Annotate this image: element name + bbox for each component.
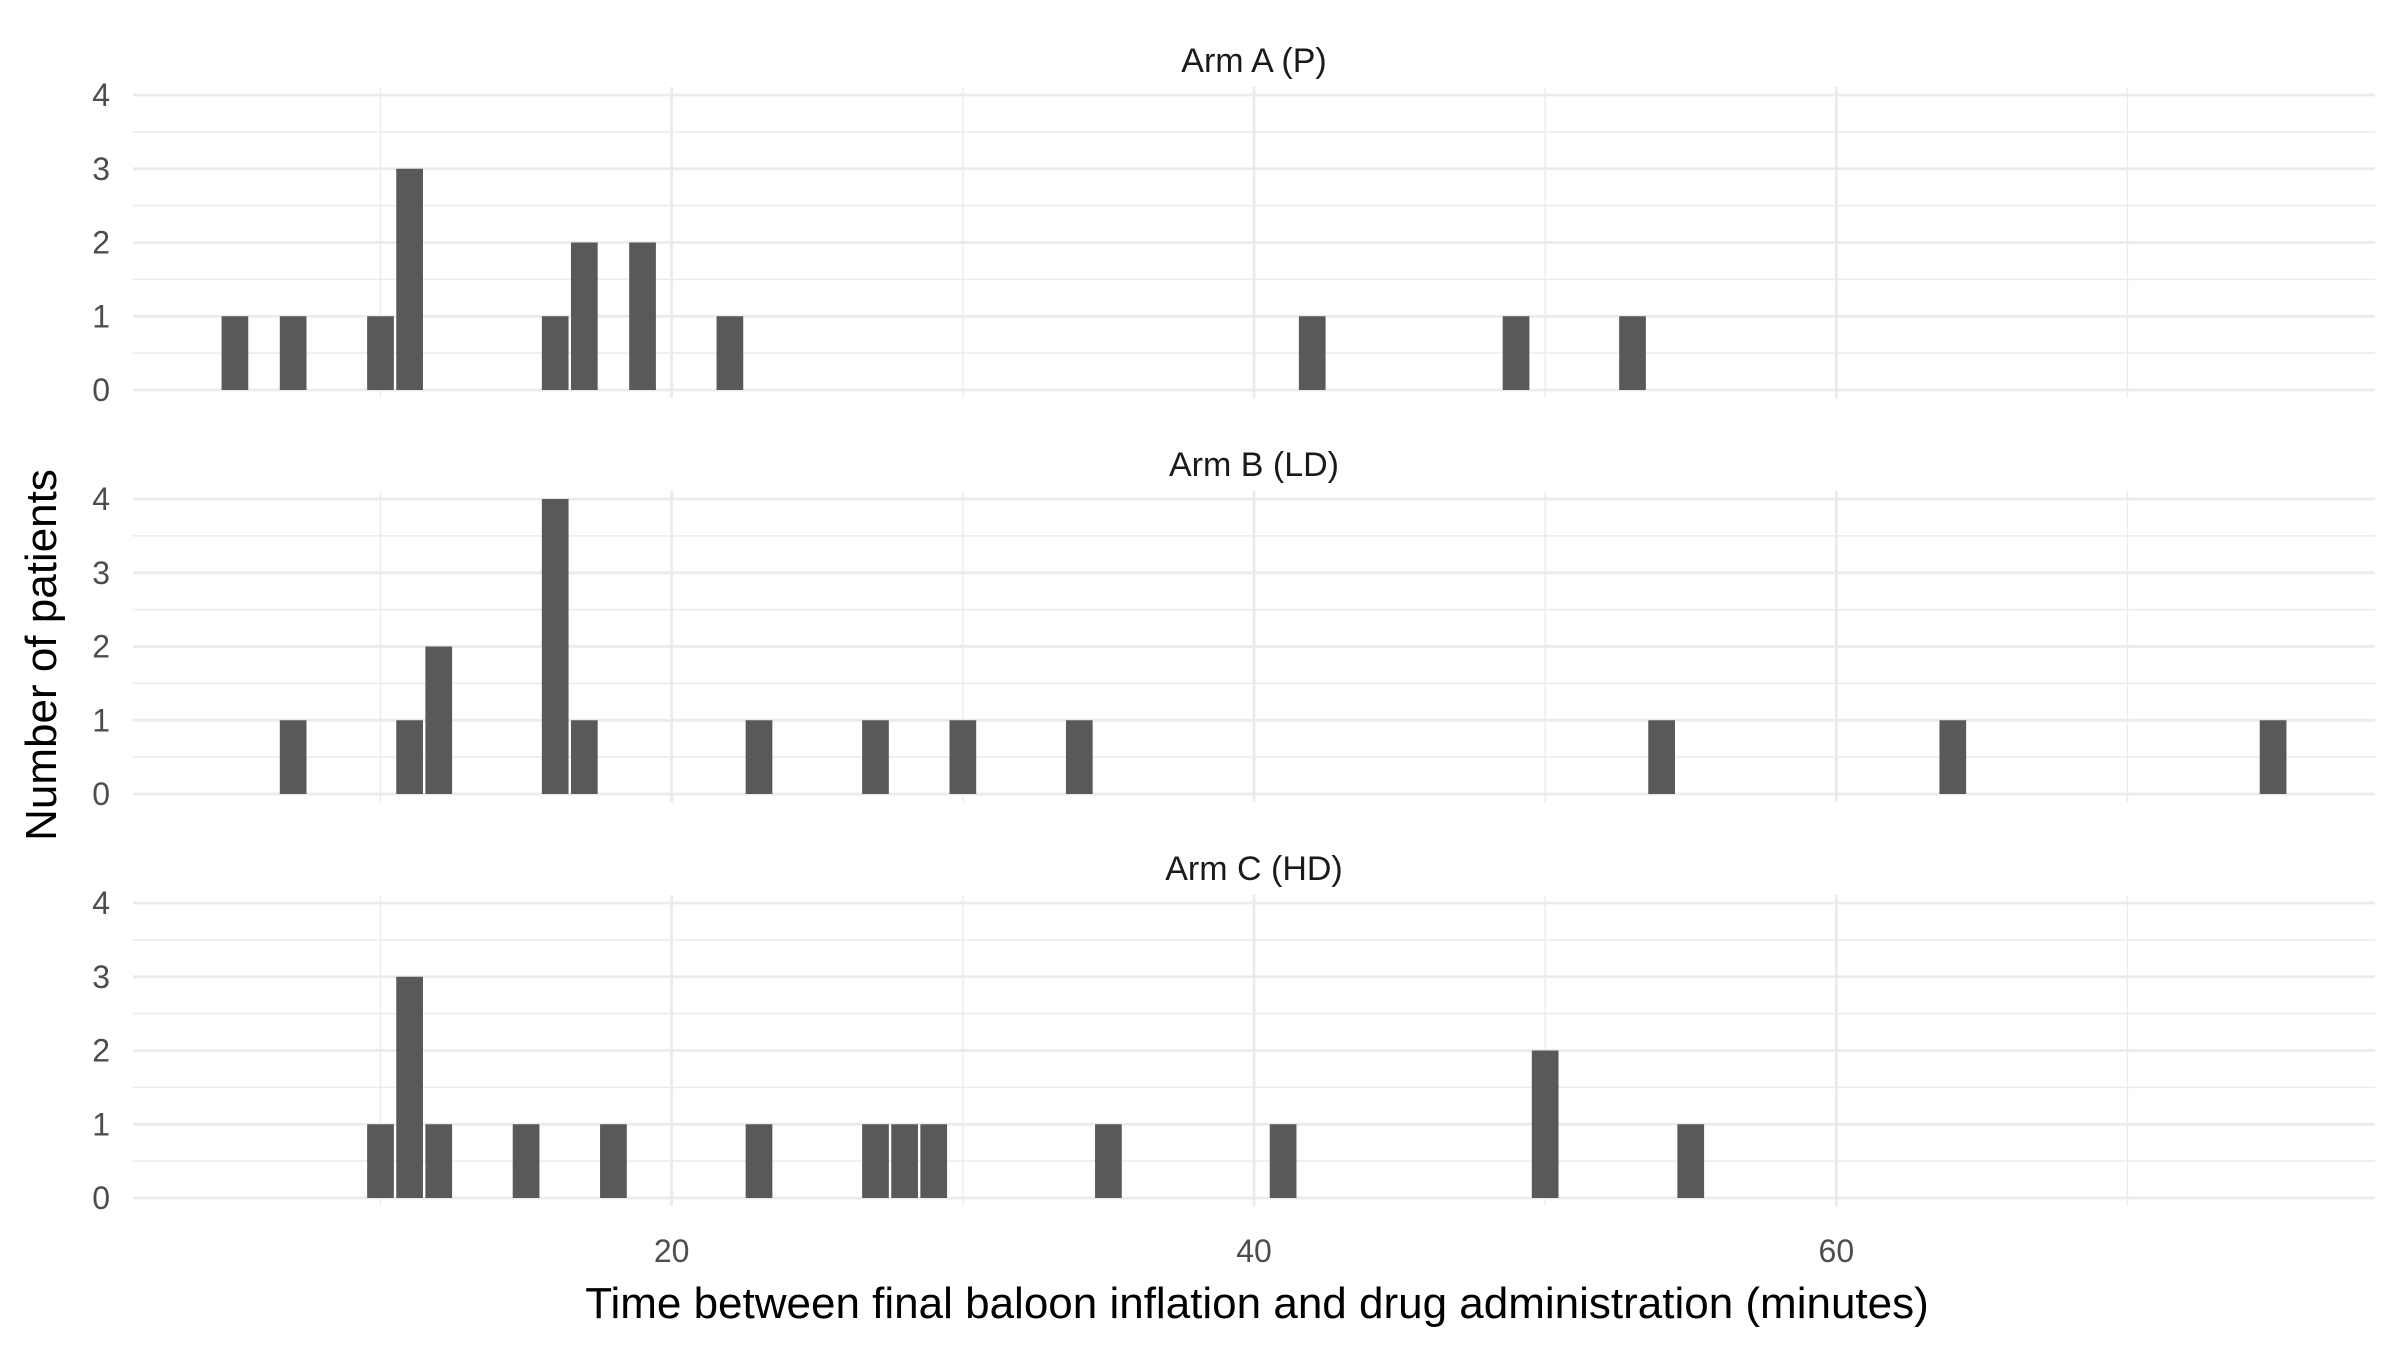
panel-title: Arm A (P) [1181,42,1326,80]
histogram-bar [396,168,423,390]
histogram-bar [570,720,598,794]
x-axis-title: Time between final baloon inflation and … [585,1279,1929,1328]
histogram-bar [1298,316,1326,390]
histogram-bar [367,316,394,390]
histogram-bar [279,720,307,794]
y-tick-label: 0 [92,1180,110,1216]
panel-title: Arm B (LD) [1169,446,1339,484]
x-tick-label: 40 [1236,1233,1272,1269]
x-axis-ticks: 20 40 60 [654,1233,1854,1269]
histogram-bar [221,316,249,390]
histogram-bar [2259,720,2287,794]
histogram-bar [920,1124,948,1198]
histogram-bar [891,1124,918,1198]
facet-panel: Arm B (LD) 0 1 2 3 4 [92,446,2375,812]
y-tick-label: 3 [92,151,110,187]
histogram-bar [1095,1124,1122,1198]
y-axis-title: Number of patients [17,469,66,841]
y-tick-label: 4 [92,481,110,517]
y-tick-label: 2 [92,629,110,665]
histogram-bar [862,1124,889,1198]
histogram-bar [279,316,307,390]
histogram-bar [949,720,977,794]
histogram-bar [1065,720,1093,794]
histogram-bar [367,1124,394,1198]
histogram-bar [629,242,656,390]
y-tick-label: 1 [92,702,110,738]
histogram-bar [716,316,744,390]
y-tick-label: 3 [92,555,110,591]
histogram-bar [396,720,423,794]
y-tick-label: 0 [92,776,110,812]
histogram-bar [862,720,889,794]
y-tick-label: 4 [92,77,110,113]
histogram-bar [570,242,598,390]
histogram-bar [600,1124,627,1198]
y-tick-label: 1 [92,298,110,334]
histogram-bar [1531,1050,1559,1198]
histogram-bar [512,1124,540,1198]
histogram-bar [1677,1124,1705,1198]
y-tick-label: 0 [92,372,110,408]
histogram-bar [1269,1124,1297,1198]
histogram-bar [425,1124,453,1198]
facet-panels: Arm A (P) 0 1 2 3 4 Arm B (LD) 0 1 2 3 4 Arm C (HD) 0… [92,42,2375,1216]
y-tick-label: 4 [92,885,110,921]
histogram-bar [1502,316,1530,390]
x-tick-label: 20 [654,1233,690,1269]
y-tick-label: 2 [92,1033,110,1069]
facet-panel: Arm C (HD) 0 1 2 3 4 [92,850,2375,1216]
x-tick-label: 60 [1819,1233,1855,1269]
histogram-bar [425,646,453,794]
y-tick-label: 3 [92,959,110,995]
histogram-bar [541,316,569,390]
histogram-bar [745,720,773,794]
histogram-bar [745,1124,773,1198]
histogram-bar [1939,720,1967,794]
histogram-bar [1619,316,1646,390]
histogram-bar [541,499,569,794]
y-tick-label: 2 [92,225,110,261]
panel-title: Arm C (HD) [1165,850,1343,888]
histogram-bar [396,976,423,1198]
y-tick-label: 1 [92,1106,110,1142]
facet-panel: Arm A (P) 0 1 2 3 4 [92,42,2375,408]
histogram-bar [1648,720,1675,794]
